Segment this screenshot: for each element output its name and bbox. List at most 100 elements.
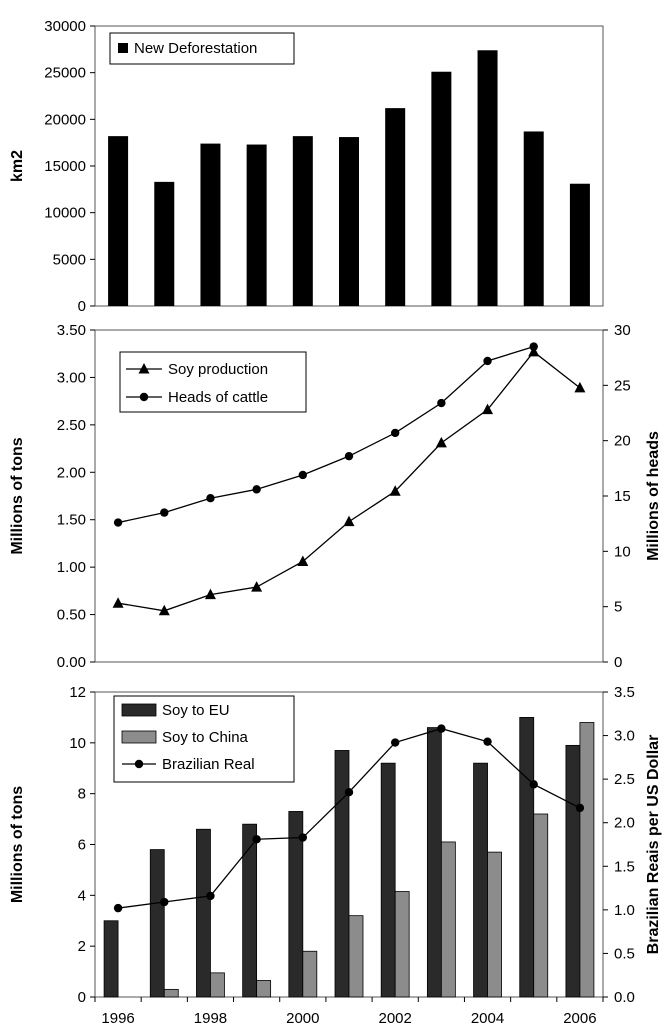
- real-point: [529, 780, 538, 789]
- y-right-tick-label: 3.0: [614, 728, 635, 745]
- y-tick-label: 25000: [44, 65, 86, 82]
- deforestation-bar: [523, 131, 544, 306]
- y-tick-label: 30000: [44, 18, 86, 35]
- soy-eu-bar: [288, 811, 304, 998]
- real-point: [437, 724, 446, 733]
- legend-swatch: [121, 703, 157, 717]
- y-right-tick-label: 5: [614, 599, 622, 616]
- series-point: [113, 518, 123, 527]
- x-tick-label: 1998: [194, 1010, 227, 1027]
- y-left-axis-title: Millions of tons: [9, 437, 26, 554]
- y-left-tick-label: 0.50: [57, 607, 86, 624]
- y-right-tick-label: 0.0: [614, 989, 635, 1006]
- real-point: [298, 833, 308, 842]
- series-point: [389, 485, 401, 496]
- soy-exports-panel: 0 2 4 6 8 10 12 0.0 0.5 1.0 1.5 2.0 2.5 3.0 3.5 1996 199…: [9, 684, 662, 1027]
- soy-china-bar: [579, 722, 595, 998]
- legend-marker: [138, 363, 150, 374]
- legend-swatch: [118, 43, 128, 53]
- deforestation-bar: [431, 71, 452, 306]
- soy-eu-bar: [519, 717, 535, 998]
- soy-cattle-panel: 0.00 0.50 1.00 1.50 2.00 2.50 3.00 3.50 0 5 10 15 20…: [9, 322, 662, 671]
- deforestation-bar: [108, 136, 129, 306]
- series-point: [160, 508, 169, 517]
- legend: Soy production Heads of cattle: [119, 351, 307, 413]
- soy-china-bar: [163, 988, 179, 998]
- y-left-tick-label: 2: [78, 938, 86, 955]
- series-point: [344, 451, 354, 461]
- y-right-tick-label: 0: [614, 654, 622, 671]
- y-right-axis-title: Millions of heads: [645, 431, 662, 561]
- legend: Soy to EU Soy to China Brazilian Real: [113, 695, 295, 783]
- series-point: [343, 515, 355, 527]
- deforestation-panel: 0 5000 10000 15000 20000 25000 30000 km2 New Def…: [9, 18, 604, 315]
- series-point: [251, 581, 263, 592]
- deforestation-bar: [154, 181, 175, 306]
- y-right-tick-label: 2.5: [614, 771, 635, 788]
- series-point: [483, 356, 492, 366]
- y-left-tick-label: 2.50: [57, 417, 86, 434]
- y-left-axis-title: Millions of tons: [9, 786, 26, 903]
- deforestation-bar: [292, 136, 313, 306]
- y-right-tick-label: 25: [614, 377, 631, 394]
- deforestation-bar: [569, 183, 590, 306]
- y-left-tick-label: 4: [78, 887, 86, 904]
- series-point: [298, 470, 308, 480]
- x-tick-label: 2004: [471, 1010, 504, 1027]
- soy-china-bar: [210, 972, 225, 998]
- soy-china-bar: [256, 980, 272, 998]
- series-point: [390, 428, 400, 438]
- soy-eu-bar: [380, 762, 396, 998]
- soy-eu-bar: [149, 849, 165, 998]
- series-point: [437, 398, 446, 408]
- series-point: [574, 381, 586, 393]
- series-point: [435, 436, 447, 448]
- y-left-tick-label: 0: [78, 989, 86, 1006]
- y-left-tick-label: 3.50: [57, 322, 86, 339]
- y-tick-label: 15000: [44, 158, 86, 175]
- deforestation-bar: [385, 108, 406, 306]
- legend-label: Soy to EU: [162, 702, 230, 719]
- series-point: [206, 494, 215, 503]
- y-left-tick-label: 1.00: [57, 559, 86, 576]
- y-right-tick-label: 3.5: [614, 684, 635, 701]
- y-left-tick-label: 1.50: [57, 512, 86, 529]
- legend-label: Soy to China: [162, 729, 249, 746]
- legend-label: Brazilian Real: [162, 756, 255, 773]
- deforestation-bar: [246, 144, 267, 306]
- legend-box: [119, 351, 307, 413]
- soy-china-bar: [394, 891, 410, 998]
- legend-marker: [139, 392, 149, 402]
- y-tick-label: 10000: [44, 205, 86, 222]
- real-point: [483, 737, 492, 746]
- deforestation-bar: [477, 50, 498, 307]
- y-tick-label: 0: [78, 298, 86, 315]
- soy-china-bar: [440, 841, 456, 998]
- y-right-tick-label: 1.5: [614, 858, 635, 875]
- x-tick-label: 2006: [563, 1010, 596, 1027]
- soy-eu-bar: [473, 762, 488, 998]
- series-point: [252, 485, 261, 494]
- y-left-tick-label: 6: [78, 837, 86, 854]
- series-point: [158, 604, 170, 616]
- y-left-tick-label: 12: [69, 684, 86, 701]
- soy-eu-bar: [103, 920, 119, 998]
- y-axis-title: km2: [9, 150, 26, 182]
- y-left-tick-label: 3.00: [57, 369, 86, 386]
- real-point: [206, 891, 215, 901]
- y-left-tick-label: 8: [78, 786, 86, 803]
- real-point: [252, 835, 261, 844]
- y-right-tick-label: 0.5: [614, 945, 635, 962]
- legend-box: [109, 32, 295, 65]
- legend-label: Heads of cattle: [168, 389, 268, 406]
- y-tick-label: 5000: [53, 251, 86, 268]
- legend: New Deforestation: [109, 32, 295, 65]
- y-right-axis-title: Brazilian Reais per US Dollar: [645, 735, 662, 955]
- y-right-tick-label: 10: [614, 543, 631, 560]
- y-tick-label: 20000: [44, 111, 86, 128]
- x-tick-label: 2002: [378, 1010, 411, 1027]
- soy-china-bar: [487, 851, 502, 998]
- soy-china-bar: [533, 813, 549, 998]
- x-tick-label: 2000: [286, 1010, 319, 1027]
